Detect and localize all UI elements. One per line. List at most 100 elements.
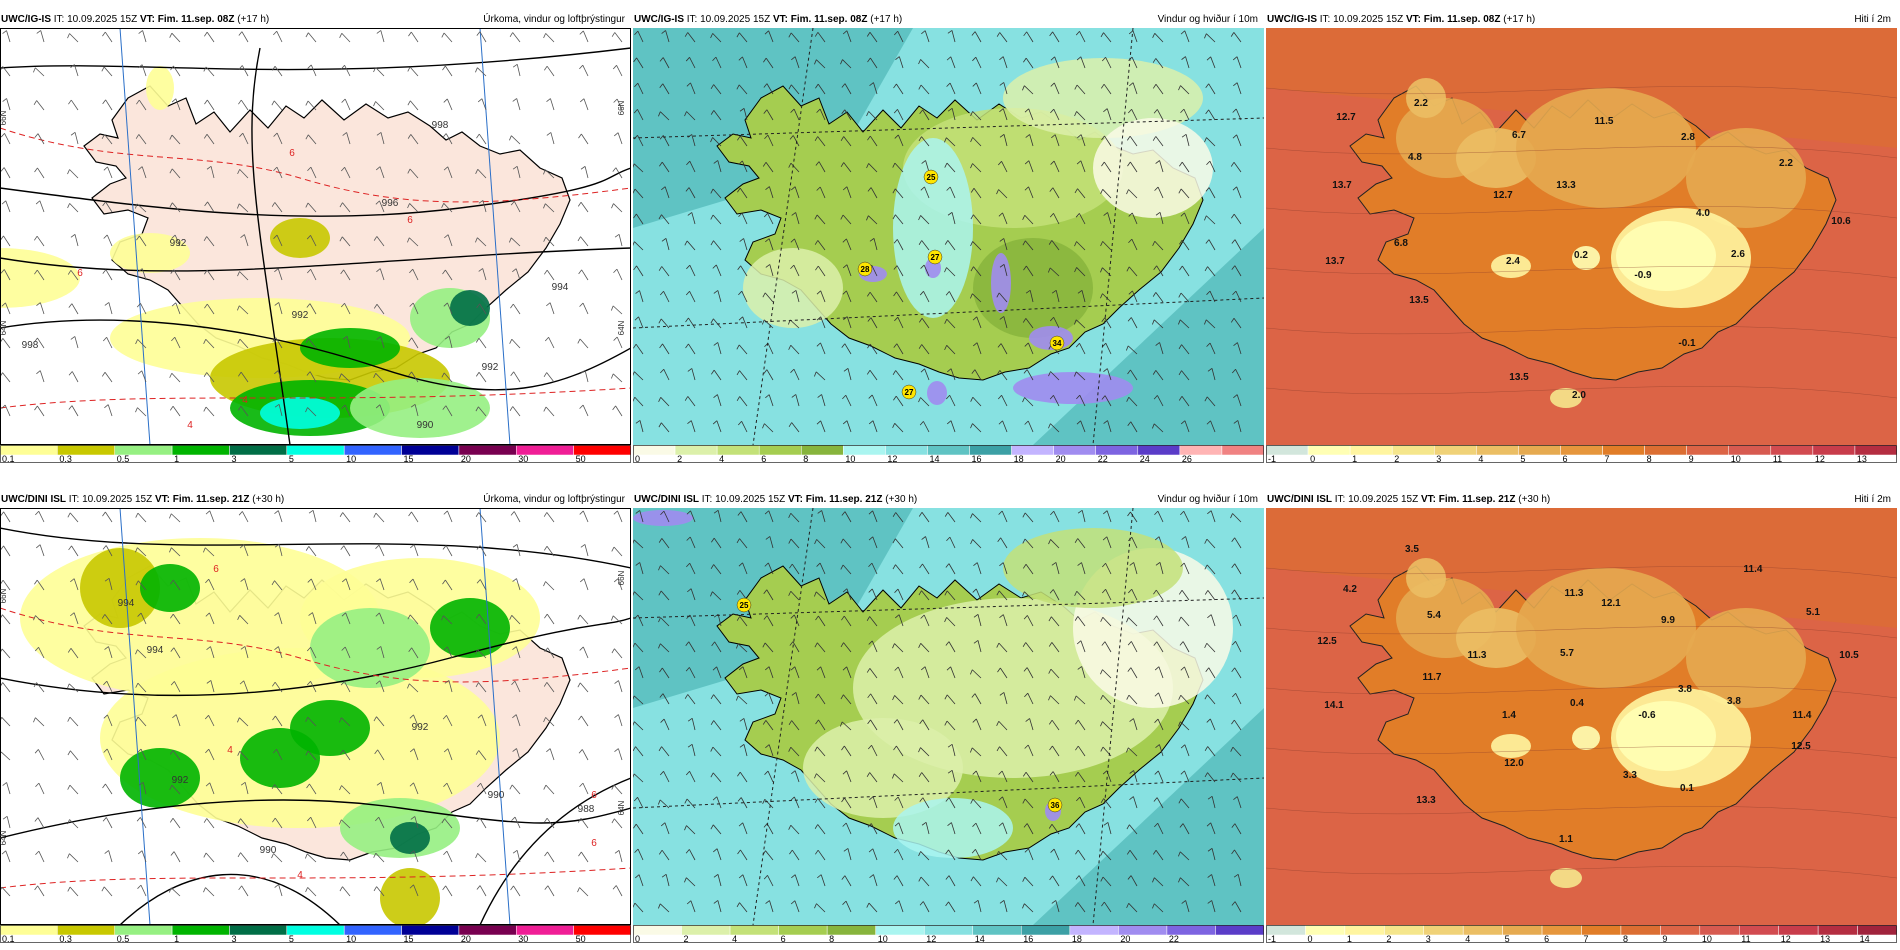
colorbar-tick-label: 20 [1120,934,1130,943]
colorbar-tick-label: 2 [1386,934,1391,943]
colorbar-tick-label: 20 [461,454,471,463]
colorbar-tick-label: -1 [1268,934,1276,943]
temperature-value-label: 2.0 [1572,390,1586,401]
temperature-value-label: 11.4 [1793,710,1812,721]
panel-title: Hiti í 2m [1854,494,1891,505]
colorbar-tick-label: 22 [1169,934,1179,943]
gust-value-label: 27 [931,253,940,262]
temperature-value-label: 5.1 [1806,607,1820,618]
gust-value-label: 34 [1053,339,1062,348]
colorbar-tick-label: 30 [518,934,528,943]
colorbar-tick-label: 5 [1505,934,1510,943]
valid-time: Fim. 11.sep. 08Z [1423,14,1501,25]
vt-label: VT: [1405,14,1421,25]
valid-time: Fim. 11.sep. 21Z [805,494,883,505]
colorbar: 0.1 0.3 0.5 1 3 5 10 15 20 30 50 [0,445,631,463]
panel-wind-plus17: UWC/IG-IS IT: 10.09.2025 15Z VT: Fim. 11… [633,12,1264,463]
colorbar-swatch [1215,925,1264,936]
map-temperature: 2.2 12.7 11.5 2.8 6.7 4.8 2.2 13.7 12.7 13.3 4.0 10… [1266,28,1897,445]
init-time: 10.09.2025 15Z [1333,14,1404,25]
isobar-label: 992 [482,362,499,373]
colorbar-swatch [1854,445,1897,456]
temperature-value-label: 6.7 [1512,130,1526,141]
colorbar-tick-label: 14 [1860,934,1870,943]
colorbar-tick-label: 4 [732,934,737,943]
panel-header: UWC/IG-IS IT: 10.09.2025 15Z VT: Fim. 11… [1266,12,1897,28]
temperature-value-label: 4.2 [1343,584,1357,595]
isobar-label: 994 [552,282,569,293]
temperature-value-label: 0.1 [1680,783,1694,794]
colorbar-tick-label: 1 [1347,934,1352,943]
latitude-label: 66N [0,588,8,603]
temperature-value-label: 1.4 [1502,710,1516,721]
temperature-value-label: 11.3 [1565,588,1584,599]
temperature-value-label: 12.1 [1601,598,1621,609]
colorbar-swatch [1221,445,1264,456]
panel-wind-plus30: UWC/DINI ISL IT: 10.09.2025 15Z VT: Fim.… [633,492,1264,943]
gust-marker [1049,335,1065,351]
panel-header: UWC/IG-IS IT: 10.09.2025 15Z VT: Fim. 11… [0,12,631,28]
temperature-value-label: 2.2 [1414,98,1428,109]
colorbar-tick-label: 1 [174,934,179,943]
colorbar-tick-label: 6 [1562,454,1567,463]
isobar-label: 992 [292,310,309,321]
it-label: IT: [686,14,698,25]
colorbar-swatch [171,925,230,936]
temperature-value-label: 3.8 [1678,684,1692,695]
panel-header: UWC/DINI ISL IT: 10.09.2025 15Z VT: Fim.… [633,492,1264,508]
lead-time: (+17 h) [237,14,270,25]
panel-title: Hiti í 2m [1854,14,1891,25]
temperature-value-label: 12.5 [1791,741,1811,752]
temperature-value-label: 11.7 [1423,672,1442,683]
gust-marker [857,261,873,277]
colorbar-tick-label: 11 [1741,934,1750,943]
model-name: UWC/IG-IS [1267,14,1317,25]
colorbar-tick-label: 6 [1544,934,1549,943]
map-wind: 25 36 [633,508,1264,925]
temperature-contour-label: 6 [213,564,219,575]
gust-value-label: 28 [861,265,870,274]
isobar-label: 998 [22,340,39,351]
colorbar-tick-label: 0 [1307,934,1312,943]
isobar-label: 998 [432,120,449,131]
colorbar-tick-label: 4 [1478,454,1483,463]
colorbar-tick-label: 8 [803,454,808,463]
temperature-value-label: 13.7 [1332,180,1352,191]
panel-temp-plus30: UWC/DINI ISL IT: 10.09.2025 15Z VT: Fim.… [1266,492,1897,943]
temperature-value-label: 5.7 [1560,648,1574,659]
panel-title: Úrkoma, vindur og loftþrýstingur [483,494,625,505]
colorbar-tick-label: 5 [1520,454,1525,463]
map-wind: 25 28 27 34 27 [633,28,1264,445]
colorbar-tick-label: 9 [1689,454,1694,463]
temperature-value-label: 4.8 [1408,152,1422,163]
colorbar-tick-label: 1 [174,454,179,463]
colorbar-tick-label: 8 [1623,934,1628,943]
colorbar-swatch [171,445,230,456]
temperature-value-label: -0.1 [1678,338,1696,349]
gust-marker [736,597,752,613]
temperature-value-label: 2.8 [1681,132,1695,143]
colorbar-tick-label: 0.1 [2,934,15,943]
temperature-value-label: 1.1 [1559,834,1573,845]
colorbar-tick-label: 7 [1605,454,1610,463]
model-name: UWC/DINI ISL [1,494,66,505]
vt-label: VT: [772,14,788,25]
isobar-label: 996 [382,198,399,209]
temperature-value-label: 11.5 [1595,116,1614,127]
colorbar-tick-label: 9 [1662,934,1667,943]
valid-time: Fim. 11.sep. 21Z [172,494,250,505]
gust-value-label: 25 [740,601,749,610]
isobar-label: 988 [578,804,595,815]
colorbar-tick-label: 10 [346,934,356,943]
colorbar-tick-label: 0 [1310,454,1315,463]
isobar-label: 992 [170,238,187,249]
latitude-label: 66N [617,570,626,585]
it-label: IT: [53,14,65,25]
temperature-value-label: 10.5 [1839,650,1859,661]
temperature-value-label: 2.2 [1779,158,1793,169]
lead-time: (+17 h) [1503,14,1536,25]
isobar-label: 990 [488,790,505,801]
colorbar-tick-label: -1 [1268,454,1276,463]
temperature-value-label: -0.6 [1638,710,1656,721]
colorbar-tick-label: 0.5 [117,454,130,463]
